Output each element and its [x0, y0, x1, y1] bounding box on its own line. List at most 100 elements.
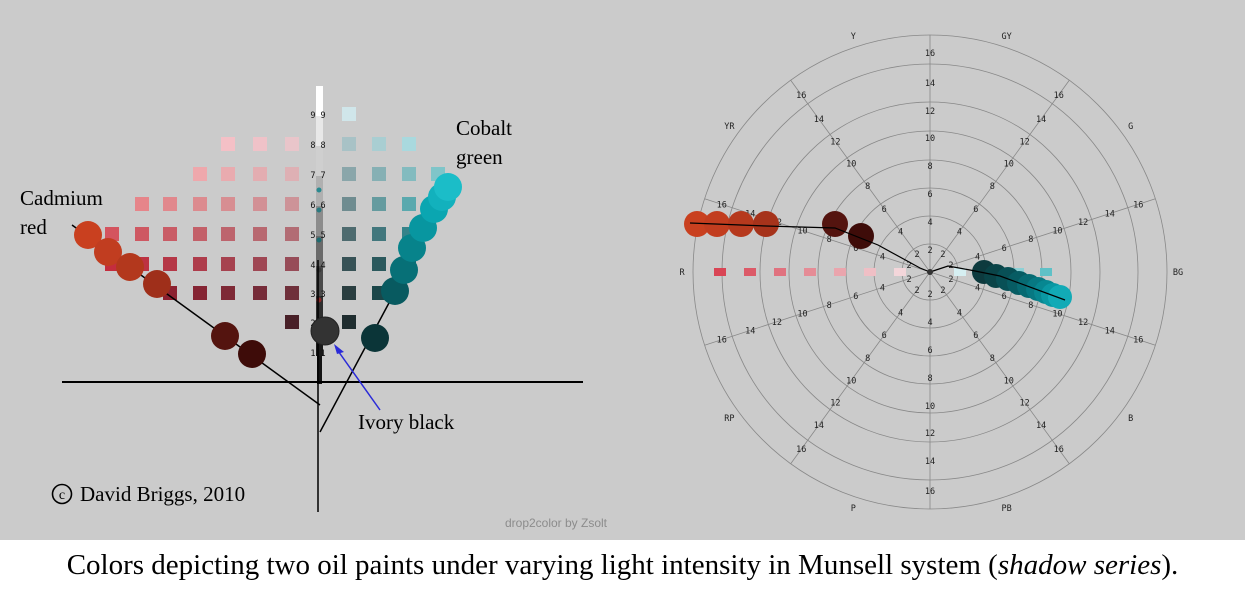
- chroma-label: 6: [973, 205, 978, 215]
- value-label: 3: [321, 290, 326, 300]
- chroma-label: 12: [772, 318, 782, 328]
- value-chroma-diagram: 998877665544332211 Cadmium red Cobalt gr…: [20, 86, 583, 512]
- red-swatch: [163, 257, 177, 271]
- chroma-label: 14: [1105, 326, 1115, 336]
- green-swatch: [372, 257, 386, 271]
- hue-spoke: [929, 271, 1070, 464]
- copyright-text: David Briggs, 2010: [80, 482, 245, 506]
- chroma-label: 10: [846, 376, 856, 386]
- hue-label: BG: [1173, 268, 1183, 278]
- chroma-label: 2: [940, 250, 945, 260]
- value-label: 1: [310, 349, 315, 359]
- red-swatch: [221, 227, 235, 241]
- chroma-label: 4: [880, 253, 885, 263]
- chroma-label: 6: [1002, 244, 1007, 254]
- chroma-label: 16: [796, 445, 806, 455]
- red-swatch: [163, 227, 177, 241]
- value-label: 9: [310, 111, 315, 121]
- green-chroma-swatch: [1040, 268, 1052, 276]
- chroma-label: 2: [915, 250, 920, 260]
- value-axis-segment: [316, 86, 323, 116]
- watermark: drop2color by Zsolt: [505, 516, 608, 530]
- hue-label: P: [851, 504, 856, 514]
- value-label: 6: [310, 201, 315, 211]
- green-swatch: [372, 167, 386, 181]
- chroma-label: 8: [827, 301, 832, 311]
- chroma-number-labels: 2 4 6 8 10 12 14 16 2 4 6 8 10 12 14 16 2 4 6 8 10 12 14 16 2 4 6 8…: [717, 49, 1144, 497]
- red-swatch: [135, 227, 149, 241]
- red-chroma-swatch: [804, 268, 816, 276]
- axis-marker: [316, 207, 322, 213]
- green-paint-dot: [1048, 285, 1072, 309]
- arrow-head: [334, 344, 344, 354]
- chroma-label: 2: [940, 286, 945, 296]
- green-swatch: [402, 167, 416, 181]
- red-swatch: [221, 286, 235, 300]
- red-paint-dot: [728, 211, 754, 237]
- red-swatch: [253, 257, 267, 271]
- chroma-label: 4: [898, 228, 903, 238]
- red-swatch: [221, 167, 235, 181]
- hue-label: PB: [1002, 504, 1012, 514]
- green-paint-dot: [434, 173, 462, 201]
- ivory-black-label: Ivory black: [358, 410, 455, 434]
- chroma-label: 4: [975, 283, 980, 293]
- figure-panel: 998877665544332211 Cadmium red Cobalt gr…: [0, 0, 1245, 540]
- cobalt-green-shadow-series: [361, 173, 462, 352]
- green-paint-dot: [361, 324, 389, 352]
- green-swatch: [402, 137, 416, 151]
- red-swatch: [285, 167, 299, 181]
- red-chroma-swatch: [834, 268, 846, 276]
- chroma-label: 16: [717, 336, 727, 346]
- chroma-label: 4: [957, 228, 962, 238]
- red-swatch: [221, 197, 235, 211]
- ivory-black-center: [927, 269, 933, 275]
- value-label: 4: [321, 261, 326, 271]
- copyright-symbol: c: [59, 488, 65, 503]
- ivory-black-arrow: [335, 347, 381, 411]
- chroma-label: 16: [1054, 91, 1064, 101]
- cadmium-red-shadow-series: [74, 221, 266, 368]
- chroma-label: 4: [975, 253, 980, 263]
- green-swatch: [372, 197, 386, 211]
- axis-marker: [316, 237, 322, 243]
- green-swatch: [402, 197, 416, 211]
- green-paint-dot: [390, 256, 418, 284]
- red-paint-dot: [143, 270, 171, 298]
- red-swatch: [221, 257, 235, 271]
- chroma-label: 2: [927, 290, 932, 300]
- red-paint-dot: [848, 223, 874, 249]
- value-label: 7: [310, 171, 315, 181]
- chroma-label: 14: [1036, 115, 1046, 125]
- hue-spoke: [790, 80, 931, 273]
- chroma-label: 6: [927, 190, 932, 200]
- chroma-label: 12: [925, 429, 935, 439]
- hue-labels: Y GY G BG B PB P RP R YR: [679, 32, 1183, 514]
- red-swatch: [253, 286, 267, 300]
- chroma-label: 4: [880, 283, 885, 293]
- chroma-label: 8: [990, 182, 995, 192]
- chroma-label: 12: [830, 398, 840, 408]
- red-swatch: [285, 286, 299, 300]
- chroma-label: 12: [1020, 138, 1030, 148]
- red-swatch: [193, 227, 207, 241]
- chroma-label: 14: [1105, 210, 1115, 220]
- value-label: 5: [310, 231, 315, 241]
- hue-label: G: [1128, 122, 1133, 132]
- cadmium-label-line2: red: [20, 215, 47, 239]
- chroma-label: 16: [1054, 445, 1064, 455]
- value-label: 7: [321, 171, 326, 181]
- chroma-label: 4: [927, 218, 932, 228]
- chroma-label: 10: [1052, 227, 1062, 237]
- red-paint-dot: [116, 253, 144, 281]
- chroma-label: 8: [927, 162, 932, 172]
- red-paint-dot: [684, 211, 710, 237]
- chroma-label: 2: [915, 286, 920, 296]
- red-paint-dot: [822, 211, 848, 237]
- red-path: [689, 222, 931, 273]
- chroma-label: 8: [1028, 235, 1033, 245]
- chroma-label: 4: [898, 308, 903, 318]
- green-swatch: [342, 167, 356, 181]
- green-path: [929, 265, 1066, 301]
- hue-label: R: [679, 268, 685, 278]
